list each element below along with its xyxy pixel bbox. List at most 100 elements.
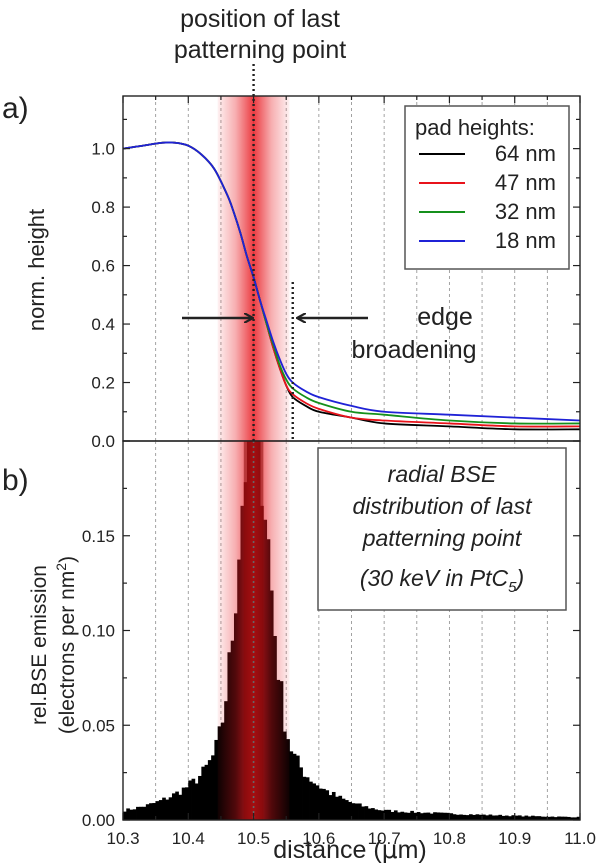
x-tick-label: 10.9 bbox=[498, 829, 531, 848]
x-axis-label: distance (μm) bbox=[273, 835, 426, 864]
histogram-bar bbox=[433, 812, 437, 820]
histogram-bar bbox=[439, 812, 444, 820]
histogram-bar bbox=[511, 815, 516, 820]
histogram-bar bbox=[364, 806, 369, 820]
histogram-bar bbox=[537, 816, 542, 820]
histogram-bar bbox=[459, 814, 463, 820]
legend: pad heights: 64 nm 47 nm 32 nm 18 nm bbox=[404, 105, 570, 270]
histogram-bar bbox=[387, 809, 392, 820]
histogram-bar bbox=[400, 811, 405, 820]
histogram-bar bbox=[178, 794, 183, 820]
histogram-bar bbox=[521, 816, 525, 820]
histogram-bar bbox=[296, 755, 300, 820]
series-line-18-nm bbox=[122, 141, 581, 422]
histogram-bar bbox=[485, 815, 489, 820]
histogram-bar bbox=[139, 806, 143, 820]
histogram-bar bbox=[328, 795, 333, 820]
histogram-bar bbox=[305, 777, 310, 820]
histogram-bar bbox=[162, 797, 166, 820]
histogram-bar bbox=[442, 812, 447, 820]
bse-text-line1: radial BSE bbox=[388, 461, 497, 487]
histogram-bar bbox=[576, 816, 581, 820]
histogram-bar bbox=[393, 810, 398, 820]
histogram-bar bbox=[426, 812, 431, 820]
legend-entry: 32 nm bbox=[495, 199, 556, 224]
histogram-bar bbox=[204, 764, 209, 820]
histogram-bar bbox=[508, 816, 512, 820]
histogram-bar bbox=[185, 787, 189, 820]
histogram-bar bbox=[354, 803, 359, 820]
histogram-bar bbox=[462, 814, 467, 820]
histogram-bar bbox=[191, 778, 196, 820]
bse-description-box: radial BSE distribution of last patterni… bbox=[317, 447, 567, 611]
y-tick-label-b: 0.05 bbox=[82, 716, 115, 735]
histogram-bar bbox=[570, 817, 574, 820]
panel-a-dotted-markers bbox=[252, 64, 294, 441]
highlight-band-a bbox=[217, 96, 290, 441]
x-tick-label: 10.3 bbox=[106, 829, 139, 848]
histogram-bar bbox=[367, 808, 372, 820]
histogram-bar bbox=[309, 781, 313, 820]
legend-entry: 64 nm bbox=[495, 141, 556, 166]
y-tick-label-a: 0.0 bbox=[91, 432, 115, 451]
top-annotation-line2: patterning point bbox=[174, 36, 346, 64]
panel-a-label: a) bbox=[2, 92, 29, 125]
histogram-bar bbox=[436, 812, 441, 820]
histogram-bar bbox=[312, 783, 316, 820]
histogram-bar bbox=[410, 810, 414, 820]
histogram-bar bbox=[289, 751, 294, 820]
histogram-bar bbox=[351, 803, 356, 820]
histogram-bar bbox=[129, 809, 134, 820]
histogram-bar bbox=[149, 803, 153, 820]
histogram-bar bbox=[531, 815, 535, 820]
histogram-bar bbox=[325, 790, 330, 820]
y-tick-label-b: 0.10 bbox=[82, 622, 115, 641]
panel-b-y-ticks: 0.00 0.05 0.10 0.15 bbox=[82, 440, 580, 830]
histogram-bar bbox=[361, 806, 365, 820]
x-tick-label: 10.8 bbox=[433, 829, 466, 848]
panel-b-x-ticks: 10.3 10.4 10.5 10.6 10.7 10.8 10.9 11.0 bbox=[106, 96, 596, 848]
histogram-bar bbox=[517, 815, 522, 820]
panel-a-series-lines bbox=[122, 141, 581, 431]
histogram-bar bbox=[132, 809, 137, 820]
histogram-bar bbox=[299, 767, 303, 820]
histogram-bar bbox=[420, 813, 424, 820]
histogram-bar bbox=[524, 815, 529, 820]
histogram-bar bbox=[374, 809, 379, 820]
y-tick-label-a: 0.2 bbox=[91, 374, 115, 393]
histogram-bar bbox=[322, 788, 326, 820]
histogram-bar bbox=[165, 799, 170, 820]
histogram-bar bbox=[472, 814, 476, 820]
histogram-bar bbox=[488, 814, 493, 820]
histogram-bar bbox=[452, 814, 457, 820]
legend-entry: 47 nm bbox=[495, 170, 556, 195]
histogram-bar bbox=[341, 798, 346, 820]
histogram-bar bbox=[348, 801, 352, 820]
histogram-bar bbox=[560, 816, 565, 820]
histogram-bar bbox=[544, 816, 548, 820]
bse-text-line3: patterning point bbox=[362, 525, 523, 551]
histogram-bar bbox=[344, 800, 349, 820]
histogram-bar bbox=[338, 795, 343, 820]
histogram-bar bbox=[423, 812, 427, 820]
y-tick-label-a: 0.4 bbox=[91, 315, 115, 334]
panel-a-highlight-band bbox=[217, 96, 290, 441]
histogram-bar bbox=[501, 815, 506, 820]
histogram-bar bbox=[181, 787, 186, 820]
y-tick-label-b: 0.15 bbox=[82, 527, 115, 546]
edge-annotation-line1: edge bbox=[417, 303, 473, 331]
histogram-bar bbox=[573, 817, 578, 820]
histogram-bar bbox=[302, 776, 307, 820]
histogram-bar bbox=[207, 760, 212, 820]
histogram-bar bbox=[553, 817, 558, 820]
histogram-bar bbox=[534, 816, 538, 820]
histogram-bar bbox=[123, 811, 127, 820]
x-tick-label: 10.5 bbox=[237, 829, 270, 848]
y-tick-label-b: 0.00 bbox=[82, 811, 115, 830]
histogram-bar bbox=[547, 816, 552, 820]
histogram-bar bbox=[557, 816, 561, 820]
panel-b-y-axis-label-line2: (electrons per nm2) bbox=[53, 556, 79, 734]
histogram-bar bbox=[194, 783, 199, 820]
histogram-bar bbox=[413, 812, 418, 820]
histogram-bar bbox=[482, 814, 486, 820]
